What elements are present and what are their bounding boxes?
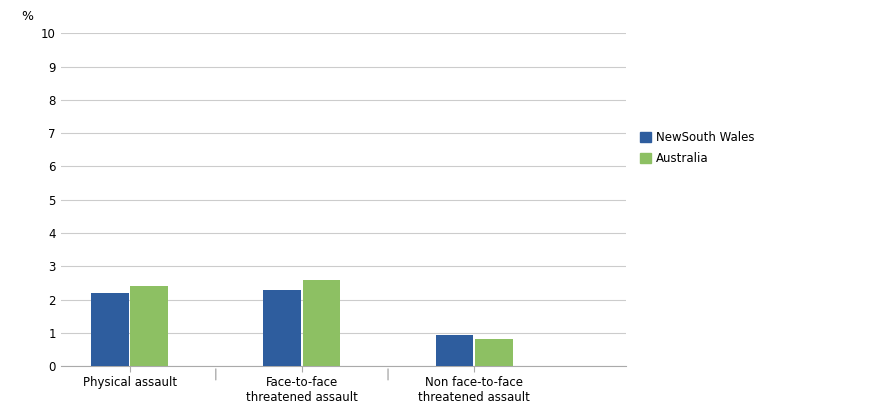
Bar xyxy=(130,285,169,366)
Bar xyxy=(302,280,341,366)
Bar xyxy=(474,339,513,366)
Text: %: % xyxy=(22,10,33,23)
Bar xyxy=(435,335,474,366)
Bar xyxy=(91,293,129,366)
Bar xyxy=(263,290,302,366)
Legend: NewSouth Wales, Australia: NewSouth Wales, Australia xyxy=(640,131,754,165)
